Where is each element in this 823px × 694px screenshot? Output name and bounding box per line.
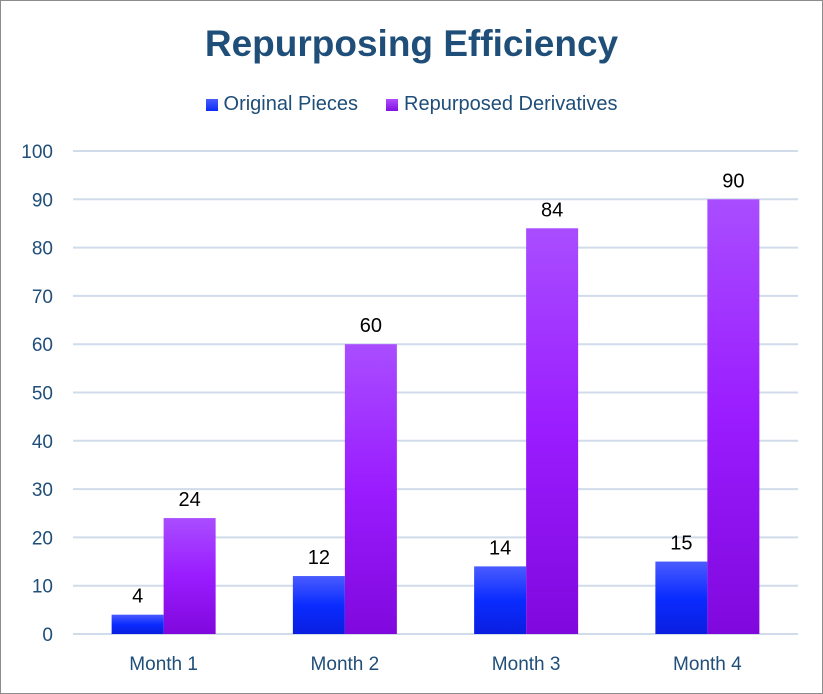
bar-derivatives xyxy=(526,228,579,634)
bar-original xyxy=(292,576,345,634)
x-tick-label: Month 3 xyxy=(492,654,561,675)
bar-original xyxy=(655,561,708,634)
legend-label: Repurposed Derivatives xyxy=(404,93,618,115)
x-tick-label: Month 2 xyxy=(311,654,380,675)
y-tick-label: 100 xyxy=(21,142,53,163)
bar-derivatives xyxy=(344,344,397,634)
chart-title: Repurposing Efficiency xyxy=(204,23,619,64)
data-label: 24 xyxy=(179,489,201,511)
data-label: 90 xyxy=(722,170,744,192)
y-tick-label: 40 xyxy=(32,432,53,453)
legend-label: Original Pieces xyxy=(223,93,359,115)
legend-item-derivatives: Repurposed Derivatives xyxy=(386,93,617,116)
x-tick-label: Month 1 xyxy=(129,654,198,675)
y-tick-label: 90 xyxy=(32,190,53,211)
bar-derivatives xyxy=(707,199,760,635)
legend-swatch-derivatives xyxy=(386,98,399,111)
y-tick-label: 20 xyxy=(32,528,53,549)
bar-original xyxy=(111,614,164,634)
data-label: 12 xyxy=(308,547,330,569)
y-tick-label: 10 xyxy=(32,577,53,598)
legend: Original Pieces Repurposed Derivatives xyxy=(1,93,822,116)
y-tick-label: 70 xyxy=(32,287,53,308)
y-tick-label: 50 xyxy=(32,384,53,405)
data-label: 84 xyxy=(541,199,563,221)
data-label: 15 xyxy=(670,533,692,555)
data-label: 4 xyxy=(132,586,143,608)
y-tick-label: 60 xyxy=(32,335,53,356)
x-tick-label: Month 4 xyxy=(673,654,742,675)
data-label: 14 xyxy=(489,537,511,559)
bar-original xyxy=(474,566,527,634)
bar-derivatives xyxy=(163,518,216,634)
legend-swatch-original xyxy=(205,98,218,111)
data-label: 60 xyxy=(360,315,382,337)
legend-item-original: Original Pieces xyxy=(205,93,359,116)
y-tick-label: 0 xyxy=(42,625,53,646)
y-tick-label: 30 xyxy=(32,480,53,501)
y-tick-label: 80 xyxy=(32,239,53,260)
